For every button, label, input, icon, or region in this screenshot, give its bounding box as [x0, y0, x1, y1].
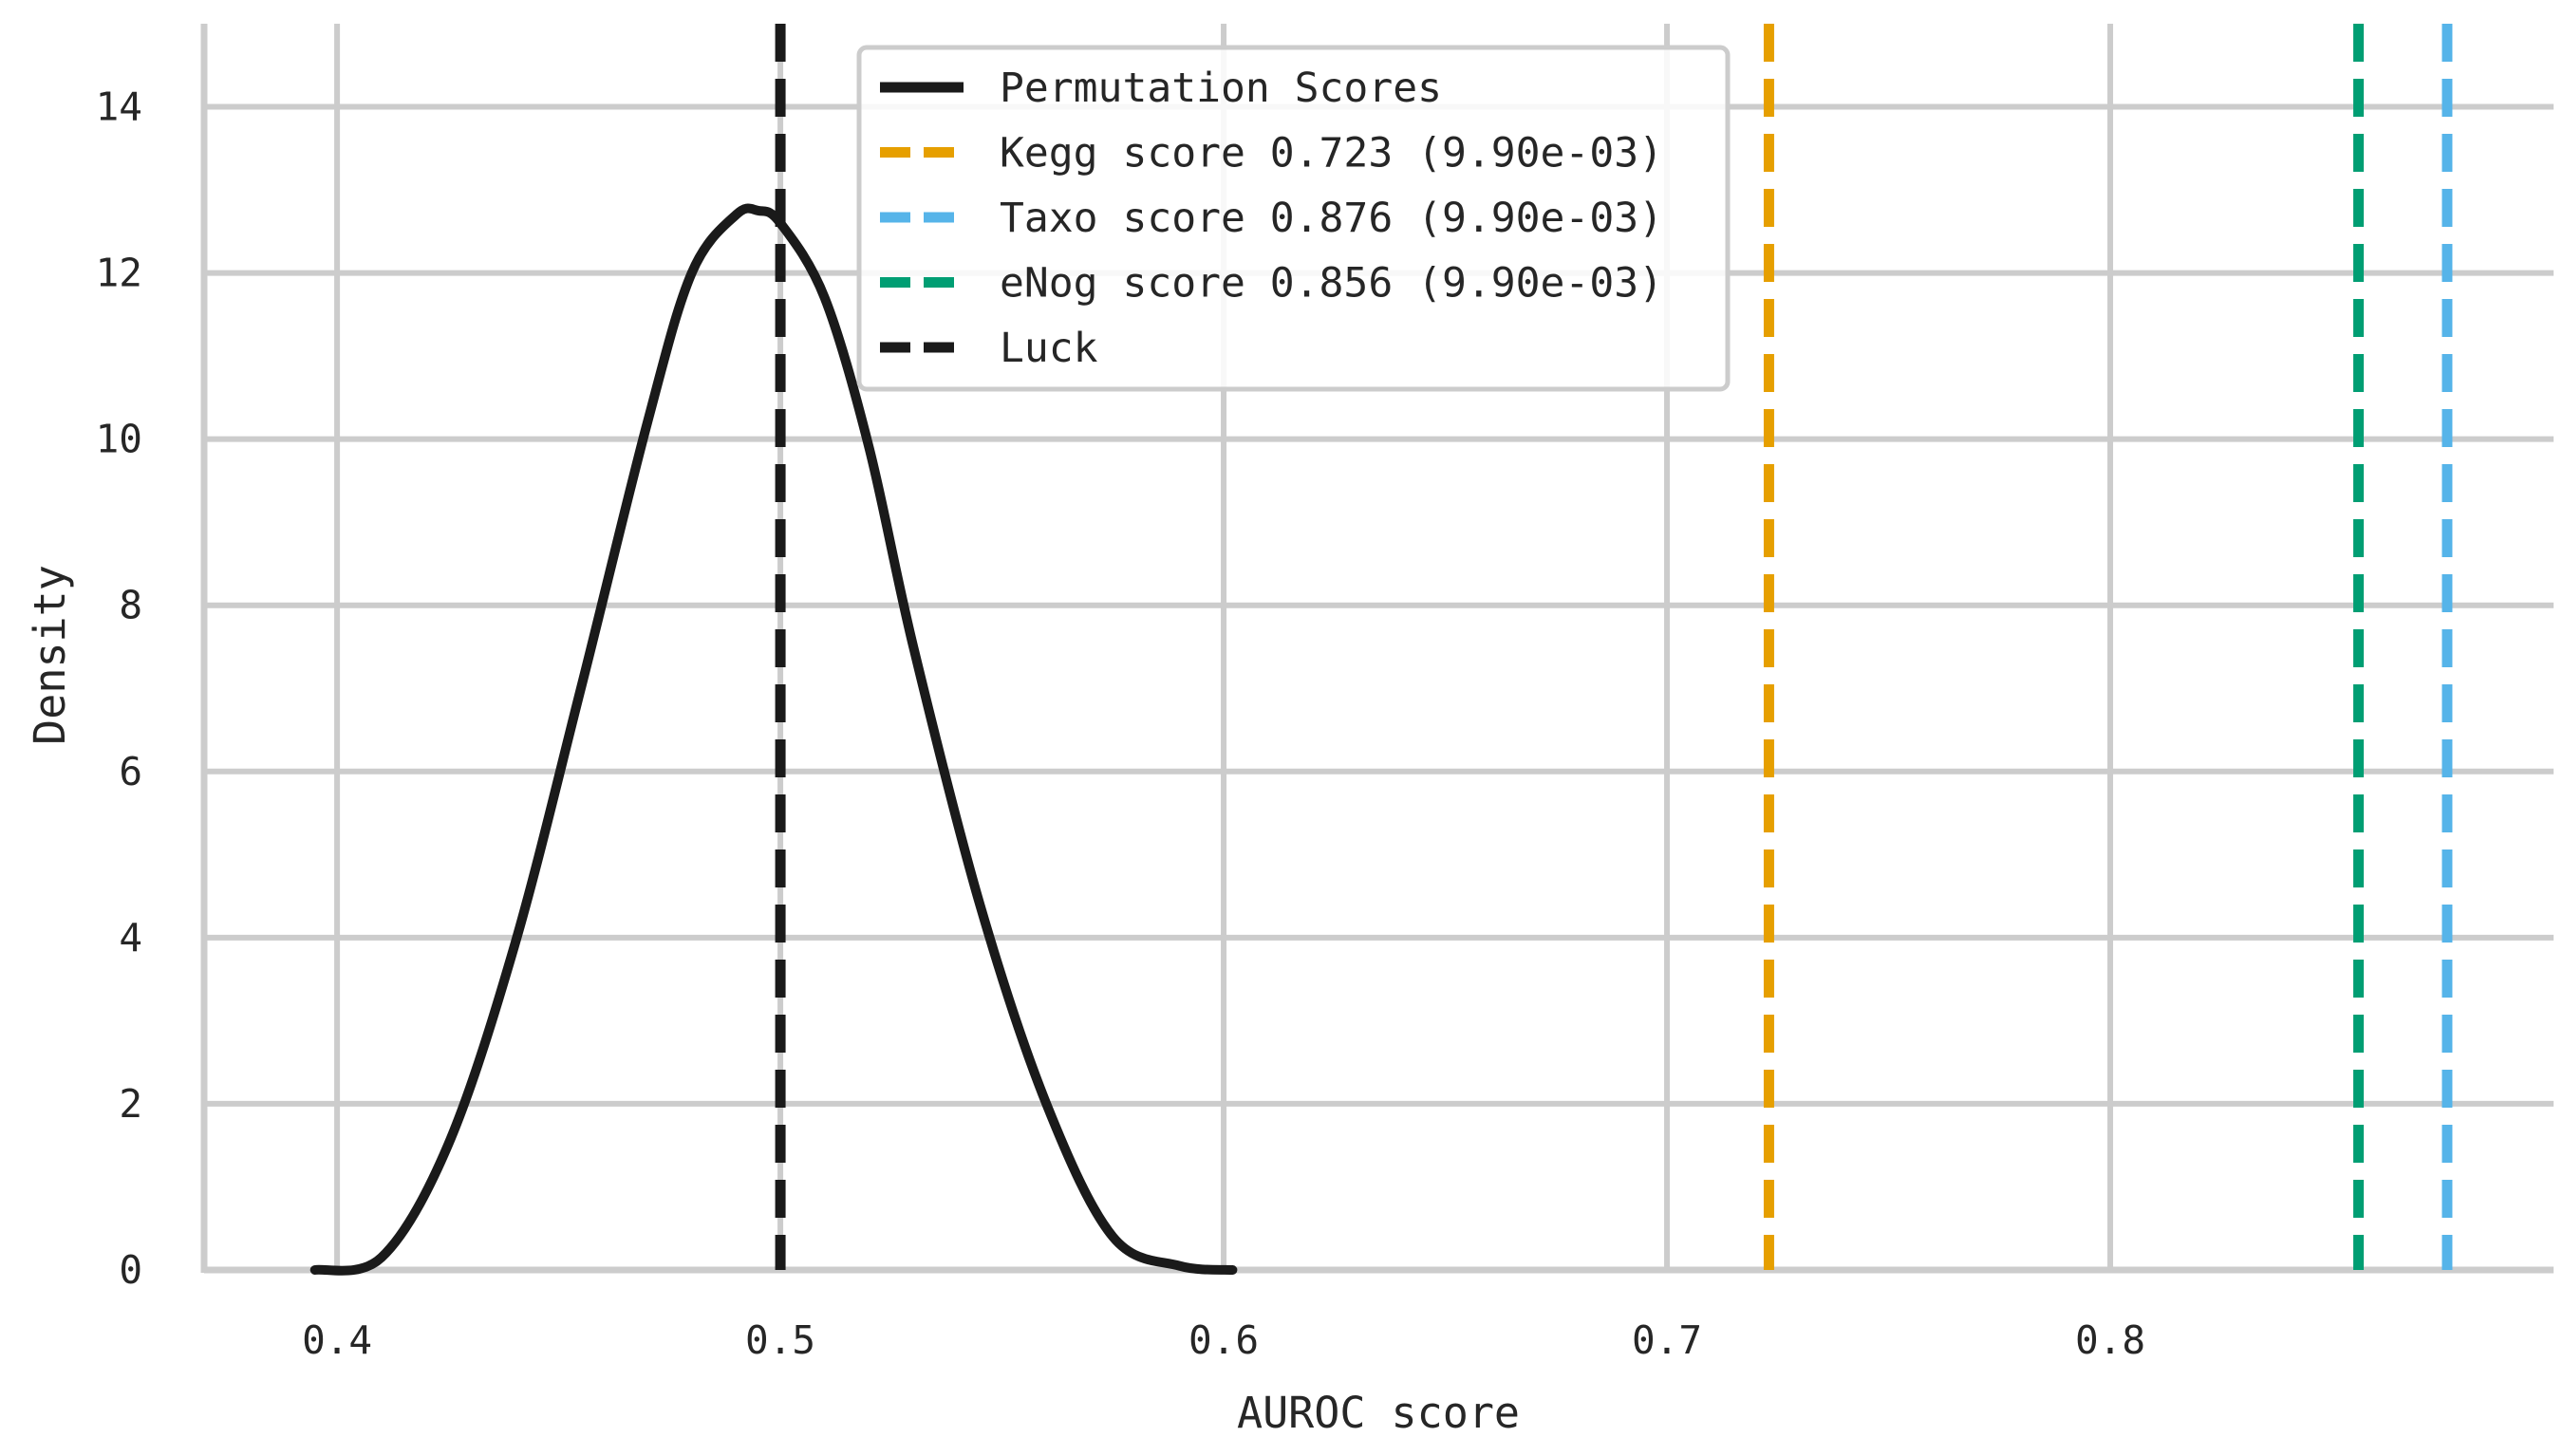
y-tick-label: 8 [119, 583, 142, 628]
y-tick-label: 0 [119, 1247, 142, 1293]
legend-label: Permutation Scores [1000, 65, 1442, 112]
x-tick-label: 0.5 [745, 1317, 815, 1363]
x-tick-label: 0.7 [1632, 1317, 1702, 1363]
legend-label: Luck [1000, 325, 1098, 372]
y-axis-label: Density [25, 565, 75, 745]
permutation-scores-curve [309, 203, 1238, 1276]
y-tick-label: 2 [119, 1081, 142, 1127]
legend-label: Taxo score 0.876 (9.90e-03) [1000, 195, 1663, 242]
x-tick-label: 0.4 [302, 1317, 372, 1363]
legend-label: Kegg score 0.723 (9.90e-03) [1000, 130, 1663, 177]
axes [200, 24, 2554, 1274]
legend: Permutation Scores Kegg score 0.723 (9.90… [856, 45, 1731, 392]
x-tick-label: 0.6 [1188, 1317, 1259, 1363]
x-tick-label: 0.8 [2075, 1317, 2145, 1363]
y-tick-label: 14 [96, 84, 142, 130]
x-axis-label: AUROC score [1237, 1388, 1520, 1438]
legend-label: eNog score 0.856 (9.90e-03) [1000, 260, 1663, 308]
legend-box [856, 45, 1731, 392]
plot-series [309, 24, 2453, 1276]
y-tick-label: 6 [119, 749, 142, 794]
y-tick-label: 12 [96, 251, 142, 296]
y-tick-label: 4 [119, 915, 142, 961]
tick-labels: 0.4 0.5 0.6 0.7 0.8 0 2 4 6 8 10 12 14 [96, 84, 2145, 1363]
y-tick-label: 10 [96, 417, 142, 462]
